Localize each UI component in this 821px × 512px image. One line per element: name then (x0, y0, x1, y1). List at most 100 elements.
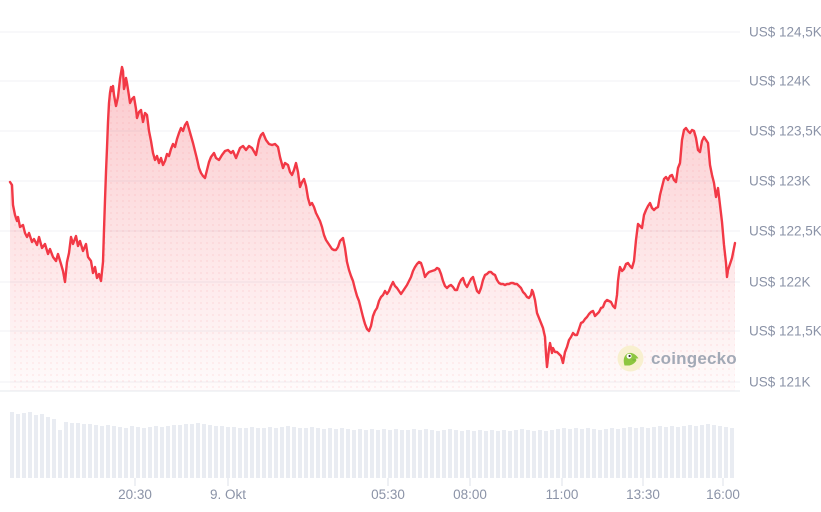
volume-bar (700, 425, 704, 478)
volume-bar (340, 428, 344, 478)
volume-bar (46, 417, 50, 478)
volume-bar (316, 428, 320, 478)
volume-bar (622, 428, 626, 478)
volume-bar (376, 430, 380, 478)
volume-bar (220, 426, 224, 478)
volume-bar (298, 428, 302, 478)
volume-bar (118, 427, 122, 478)
volume-bar (568, 429, 572, 478)
x-axis-label: 20:30 (118, 487, 152, 502)
volume-bar (712, 425, 716, 478)
volume-bar (484, 431, 488, 478)
volume-bar (562, 428, 566, 478)
y-axis-label: US$ 123K (749, 174, 811, 189)
volume-bar (688, 425, 692, 478)
volume-bar (628, 427, 632, 478)
volume-bar (400, 430, 404, 478)
volume-bar (166, 426, 170, 478)
volume-bar (238, 428, 242, 478)
volume-bar (430, 430, 434, 478)
volume-bar (136, 427, 140, 478)
volume-bar (664, 427, 668, 478)
volume-bar (538, 430, 542, 478)
volume-bar (34, 415, 38, 478)
volume-bar (394, 429, 398, 478)
volume-bar (670, 426, 674, 478)
volume-bar (694, 426, 698, 478)
volume-bar (436, 431, 440, 478)
volume-bar (574, 428, 578, 478)
volume-bar (172, 425, 176, 478)
volume-bar (520, 429, 524, 478)
volume-bar (52, 419, 56, 478)
y-axis-label: US$ 123,5K (749, 124, 821, 139)
volume-bar (406, 430, 410, 478)
volume-bar (724, 427, 728, 478)
volume-bar (244, 428, 248, 478)
volume-bar (226, 427, 230, 478)
volume-bar (640, 427, 644, 478)
y-axis-label: US$ 122,5K (749, 224, 821, 239)
volume-bar (358, 429, 362, 478)
volume-bar (268, 427, 272, 478)
volume-bar (100, 426, 104, 478)
volume-bar (112, 426, 116, 478)
volume-bar (364, 430, 368, 478)
volume-bar (460, 431, 464, 478)
volume-bar (10, 412, 14, 478)
volume-bar (142, 428, 146, 478)
volume-bar (58, 430, 62, 478)
volume-bar (40, 414, 44, 478)
volume-bar (490, 430, 494, 478)
price-area-dots (10, 67, 735, 391)
volume-bar (214, 426, 218, 478)
volume-bar (616, 429, 620, 478)
y-axis-label: US$ 121,5K (749, 324, 821, 339)
y-axis-label: US$ 124,5K (749, 25, 821, 40)
volume-bar (16, 414, 20, 478)
volume-bar (328, 428, 332, 478)
volume-bar (94, 425, 98, 478)
volume-bar (514, 430, 518, 478)
volume-bar (556, 429, 560, 478)
volume-bar (334, 429, 338, 478)
volume-bar (352, 430, 356, 478)
volume-bar (202, 424, 206, 478)
volume-bar (598, 430, 602, 478)
volume-bar (634, 428, 638, 478)
volume-bar (292, 427, 296, 478)
volume-bar (718, 426, 722, 478)
x-axis-label: 05:30 (371, 487, 405, 502)
volume-bar (232, 427, 236, 478)
volume-bar (604, 429, 608, 478)
x-axis-label: 11:00 (546, 487, 579, 502)
volume-bar (442, 430, 446, 478)
x-axis-label: 13:30 (626, 487, 660, 502)
y-axis-label: US$ 121K (749, 375, 811, 390)
volume-bar (70, 423, 74, 478)
volume-bar (274, 428, 278, 478)
y-axis-label: US$ 124K (749, 74, 811, 89)
volume-bar (610, 428, 614, 478)
volume-bar (310, 427, 314, 478)
volume-bar (526, 430, 530, 478)
volume-bar (148, 427, 152, 478)
volume-bar (658, 426, 662, 478)
volume-bar (652, 427, 656, 478)
volume-bar (124, 428, 128, 478)
volume-bar (76, 423, 80, 478)
volume-bar (544, 431, 548, 478)
volume-bar (472, 431, 476, 478)
volume-bar (256, 428, 260, 478)
volume-bar (454, 430, 458, 478)
volume-bar (388, 430, 392, 478)
volume-bar (22, 413, 26, 478)
volume-bar (208, 425, 212, 478)
volume-bar (64, 422, 68, 478)
volume-bar (586, 428, 590, 478)
volume-bar (532, 431, 536, 478)
volume-bar (730, 428, 734, 478)
x-axis-label: 08:00 (453, 487, 487, 502)
volume-bar (190, 424, 194, 478)
